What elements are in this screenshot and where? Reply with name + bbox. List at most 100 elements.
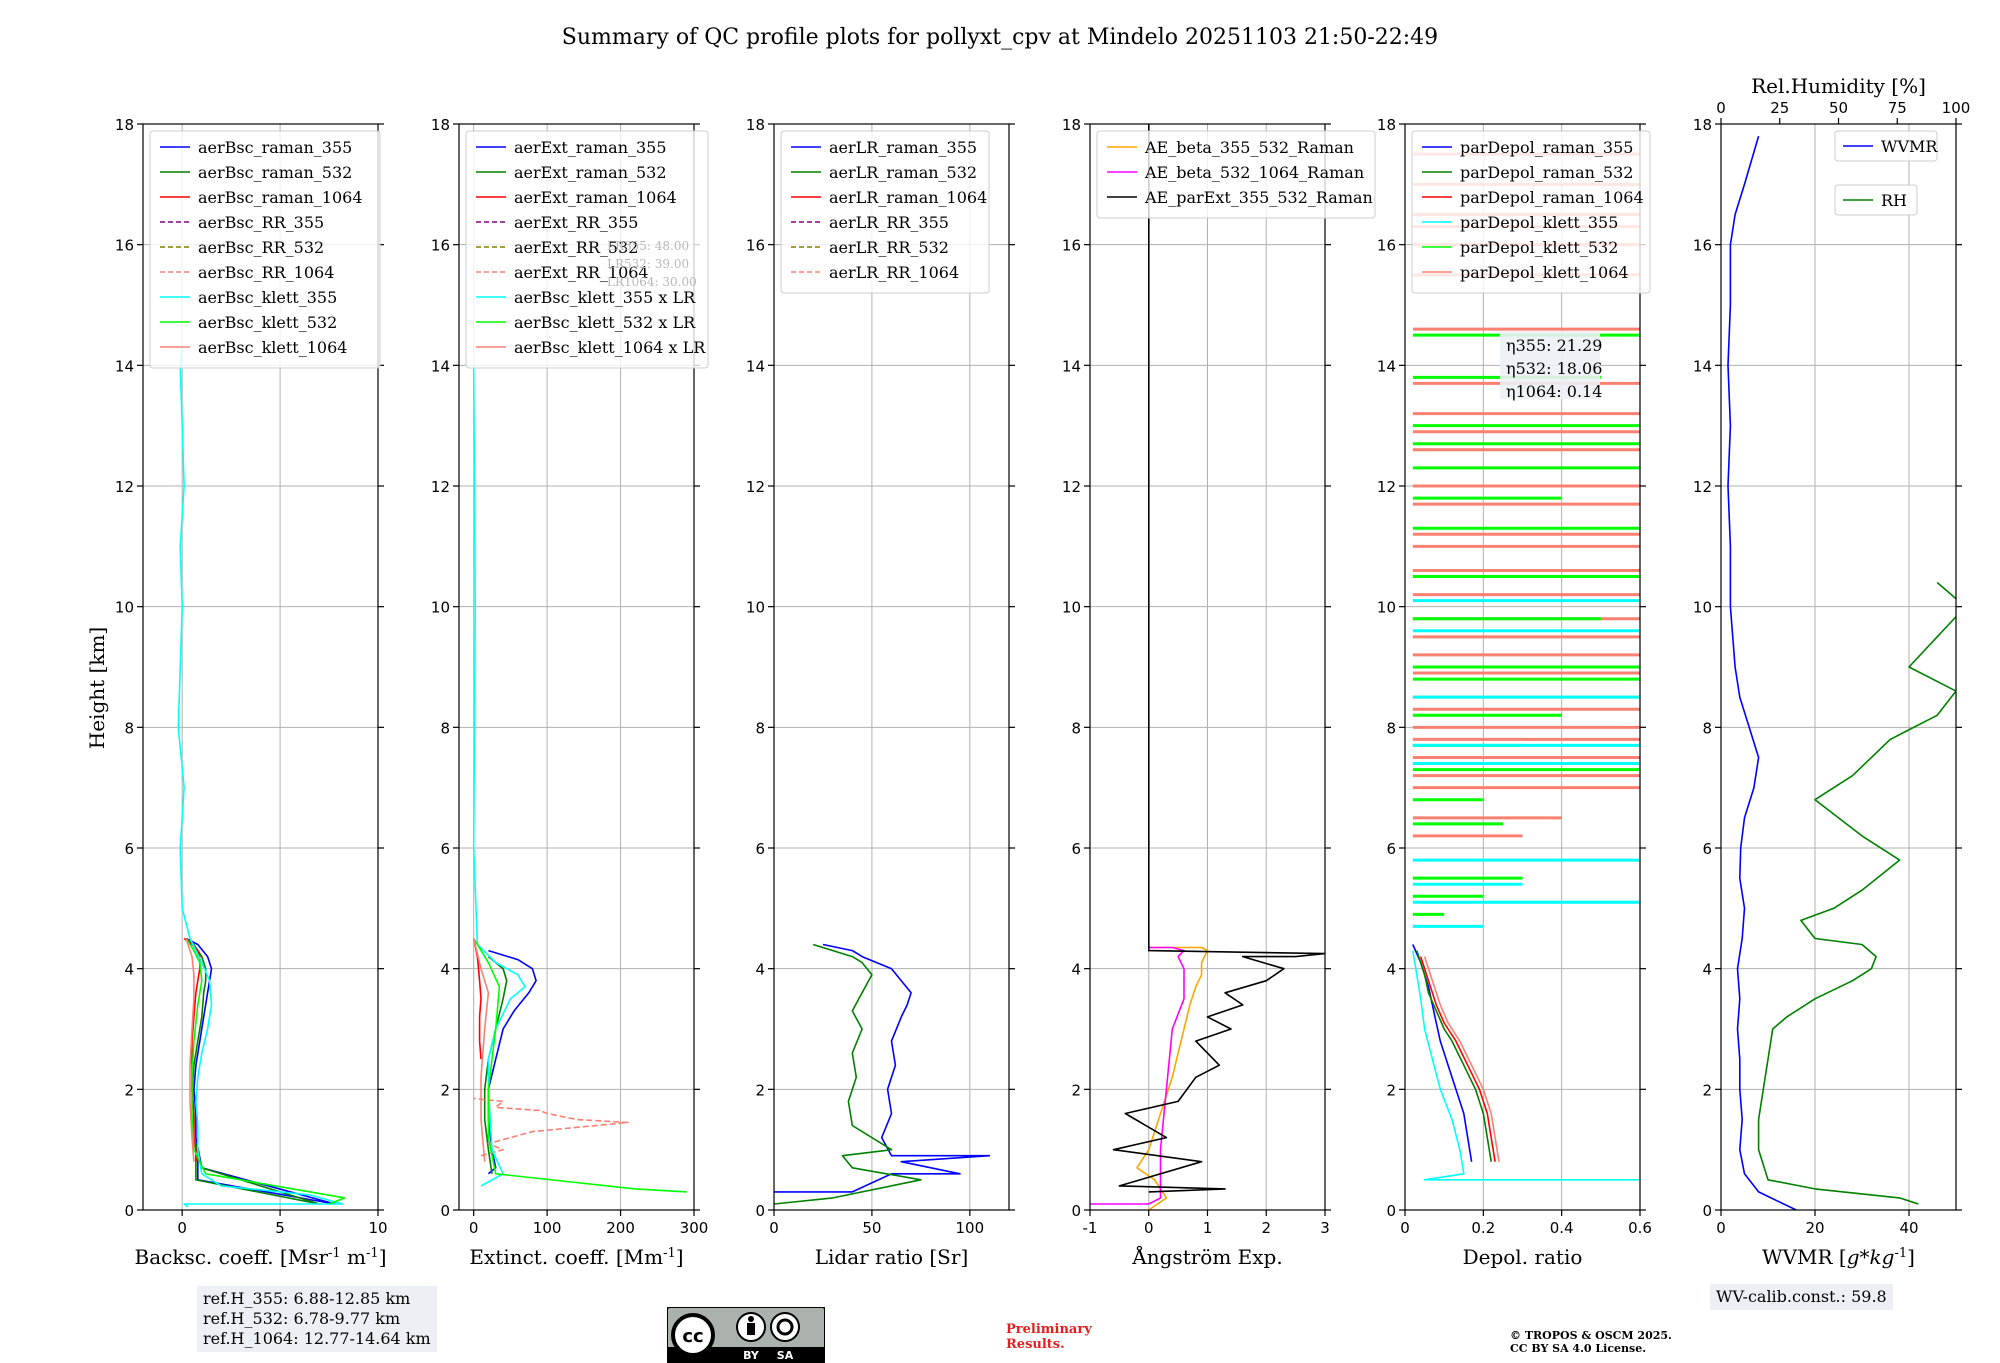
y-axis-label: Height [km] xyxy=(85,627,109,749)
y-tick-label: 0 xyxy=(1702,1202,1712,1220)
y-tick-label: 16 xyxy=(115,237,134,255)
x-axis-label: Lidar ratio [Sr] xyxy=(815,1245,969,1269)
series-aerBsc_klett_1064 x LR xyxy=(472,938,490,1162)
x-tick-label-top: 25 xyxy=(1770,99,1789,117)
y-tick-label: 14 xyxy=(1693,357,1712,375)
legend-entry: aerBsc_RR_1064 xyxy=(198,263,334,282)
legend-entry: aerBsc_klett_532 x LR xyxy=(514,313,696,332)
series-parDepol_raman_355 xyxy=(1412,944,1473,1162)
series-group xyxy=(1412,152,1640,1181)
y-tick-label: 2 xyxy=(440,1081,450,1099)
legend-entry: AE_parExt_355_532_Raman xyxy=(1144,188,1373,207)
series-aerBsc_klett_532 x LR xyxy=(473,938,687,1193)
y-tick-label: 6 xyxy=(1071,840,1081,858)
legend-box xyxy=(1411,130,1651,294)
y-tick-label: 8 xyxy=(1386,719,1396,737)
x-tick-label: 0 xyxy=(1400,1219,1410,1237)
series-WVMR xyxy=(1727,135,1797,1210)
y-tick-label: 0 xyxy=(124,1202,134,1220)
legend-entry: aerExt_RR_1064 xyxy=(514,263,649,282)
y-tick-label: 8 xyxy=(1071,719,1081,737)
legend-box-wvmr xyxy=(1834,130,1938,162)
axes-frame xyxy=(1404,123,1641,1211)
y-tick-label: 10 xyxy=(431,599,450,617)
y-tick-label: 10 xyxy=(1693,599,1712,617)
legend-entry: aerBsc_klett_532 xyxy=(198,313,337,332)
x-tick-label: 5 xyxy=(275,1219,285,1237)
axes-frame xyxy=(142,123,379,1211)
panel-5: 0 2 4 6 8 10 12 14 16 18 0 0.2 0.4 0.6 Depol. ratio par… xyxy=(1377,116,1652,1269)
figure-title: Summary of QC profile plots for pollyxt_… xyxy=(562,25,1438,50)
legend-entry: aerLR_raman_532 xyxy=(829,163,977,182)
legend-box xyxy=(780,130,990,294)
ref-height-532: ref.H_532: 6.78-9.77 km xyxy=(203,1309,401,1328)
y-tick-label: 2 xyxy=(1071,1081,1081,1099)
x-tick-label-top: 0 xyxy=(1716,99,1726,117)
x-tick-label: 0 xyxy=(469,1219,479,1237)
series-aerBsc_klett_355 x LR xyxy=(472,365,526,1187)
y-tick-label: 8 xyxy=(124,719,134,737)
legend-entry: parDepol_raman_1064 xyxy=(1460,188,1644,207)
series-parDepol_klett_355 xyxy=(1412,950,1640,1181)
x-tick-label: 3 xyxy=(1320,1219,1330,1237)
y-tick-label: 8 xyxy=(440,719,450,737)
cc-icon-text: cc xyxy=(682,1326,703,1347)
x-axis-label: WVMR [g*kg-1] xyxy=(1762,1245,1915,1269)
y-tick-label: 4 xyxy=(1702,961,1712,979)
legend-entry: aerExt_RR_532 xyxy=(514,238,638,257)
x-tick-label: 50 xyxy=(862,1219,881,1237)
y-tick-label: 4 xyxy=(440,961,450,979)
y-tick-label: 8 xyxy=(1702,719,1712,737)
y-tick-label: 18 xyxy=(115,116,134,134)
x-tick-label-top: 75 xyxy=(1888,99,1907,117)
legend-entry: aerBsc_klett_355 xyxy=(198,288,337,307)
ref-heights-box: ref.H_355: 6.88-12.85 km ref.H_532: 6.78… xyxy=(197,1286,437,1352)
lidar-ratio-label: LR1064: 30.00 xyxy=(607,275,697,289)
y-tick-label: 14 xyxy=(1062,357,1081,375)
y-tick-label: 12 xyxy=(1693,478,1712,496)
y-tick-label: 2 xyxy=(755,1081,765,1099)
x-tick-label: 0 xyxy=(1716,1219,1726,1237)
legend-entry: aerLR_raman_1064 xyxy=(829,188,987,207)
panel-1: 0 2 4 6 8 10 12 14 16 18 0 5 10 Backsc. coeff. [Msr-1… xyxy=(115,116,388,1269)
legend-box xyxy=(1096,130,1376,219)
y-tick-label: 6 xyxy=(440,840,450,858)
x-tick-label: 200 xyxy=(606,1219,635,1237)
series-RH xyxy=(1757,581,1956,1205)
ref-height-355: ref.H_355: 6.88-12.85 km xyxy=(203,1289,411,1308)
y-tick-label: 14 xyxy=(115,357,134,375)
x-tick-label-top: 100 xyxy=(1942,99,1971,117)
series-AE_parExt_355_532_Raman xyxy=(1112,124,1325,1193)
eta-box xyxy=(1500,331,1600,399)
legend-entry: parDepol_klett_1064 xyxy=(1460,263,1629,282)
y-tick-label: 16 xyxy=(746,237,765,255)
legend-entry: aerBsc_RR_355 xyxy=(198,213,324,232)
legend-entry: parDepol_klett_532 xyxy=(1460,238,1618,257)
copyright-note: © TROPOS & OSCM 2025. CC BY SA 4.0 Licen… xyxy=(1510,1329,1672,1355)
y-tick-label: 12 xyxy=(1377,478,1396,496)
series-parDepol_klett_1064 xyxy=(1423,956,1500,1162)
x-tick-label: 100 xyxy=(956,1219,985,1237)
y-tick-label: 6 xyxy=(124,840,134,858)
y-tick-label: 12 xyxy=(115,478,134,496)
y-tick-label: 2 xyxy=(1386,1081,1396,1099)
legend-entry: parDepol_raman_355 xyxy=(1460,138,1633,157)
wv-calib-text: WV-calib.const.: 59.8 xyxy=(1716,1287,1887,1306)
y-tick-label: 6 xyxy=(1702,840,1712,858)
series-aerBsc_klett_355 xyxy=(177,347,344,1208)
y-tick-label: 6 xyxy=(755,840,765,858)
series-group xyxy=(472,365,687,1193)
x-tick-label-top: 50 xyxy=(1829,99,1848,117)
series-group xyxy=(774,943,991,1205)
preliminary-line-2: Results. xyxy=(1006,1337,1065,1352)
series-group xyxy=(177,347,346,1208)
y-tick-label: 18 xyxy=(746,116,765,134)
legend-entry: aerBsc_klett_1064 x LR xyxy=(514,338,706,357)
by-label: BY xyxy=(743,1349,760,1362)
series-group xyxy=(1727,135,1956,1210)
y-tick-label: 16 xyxy=(1693,237,1712,255)
